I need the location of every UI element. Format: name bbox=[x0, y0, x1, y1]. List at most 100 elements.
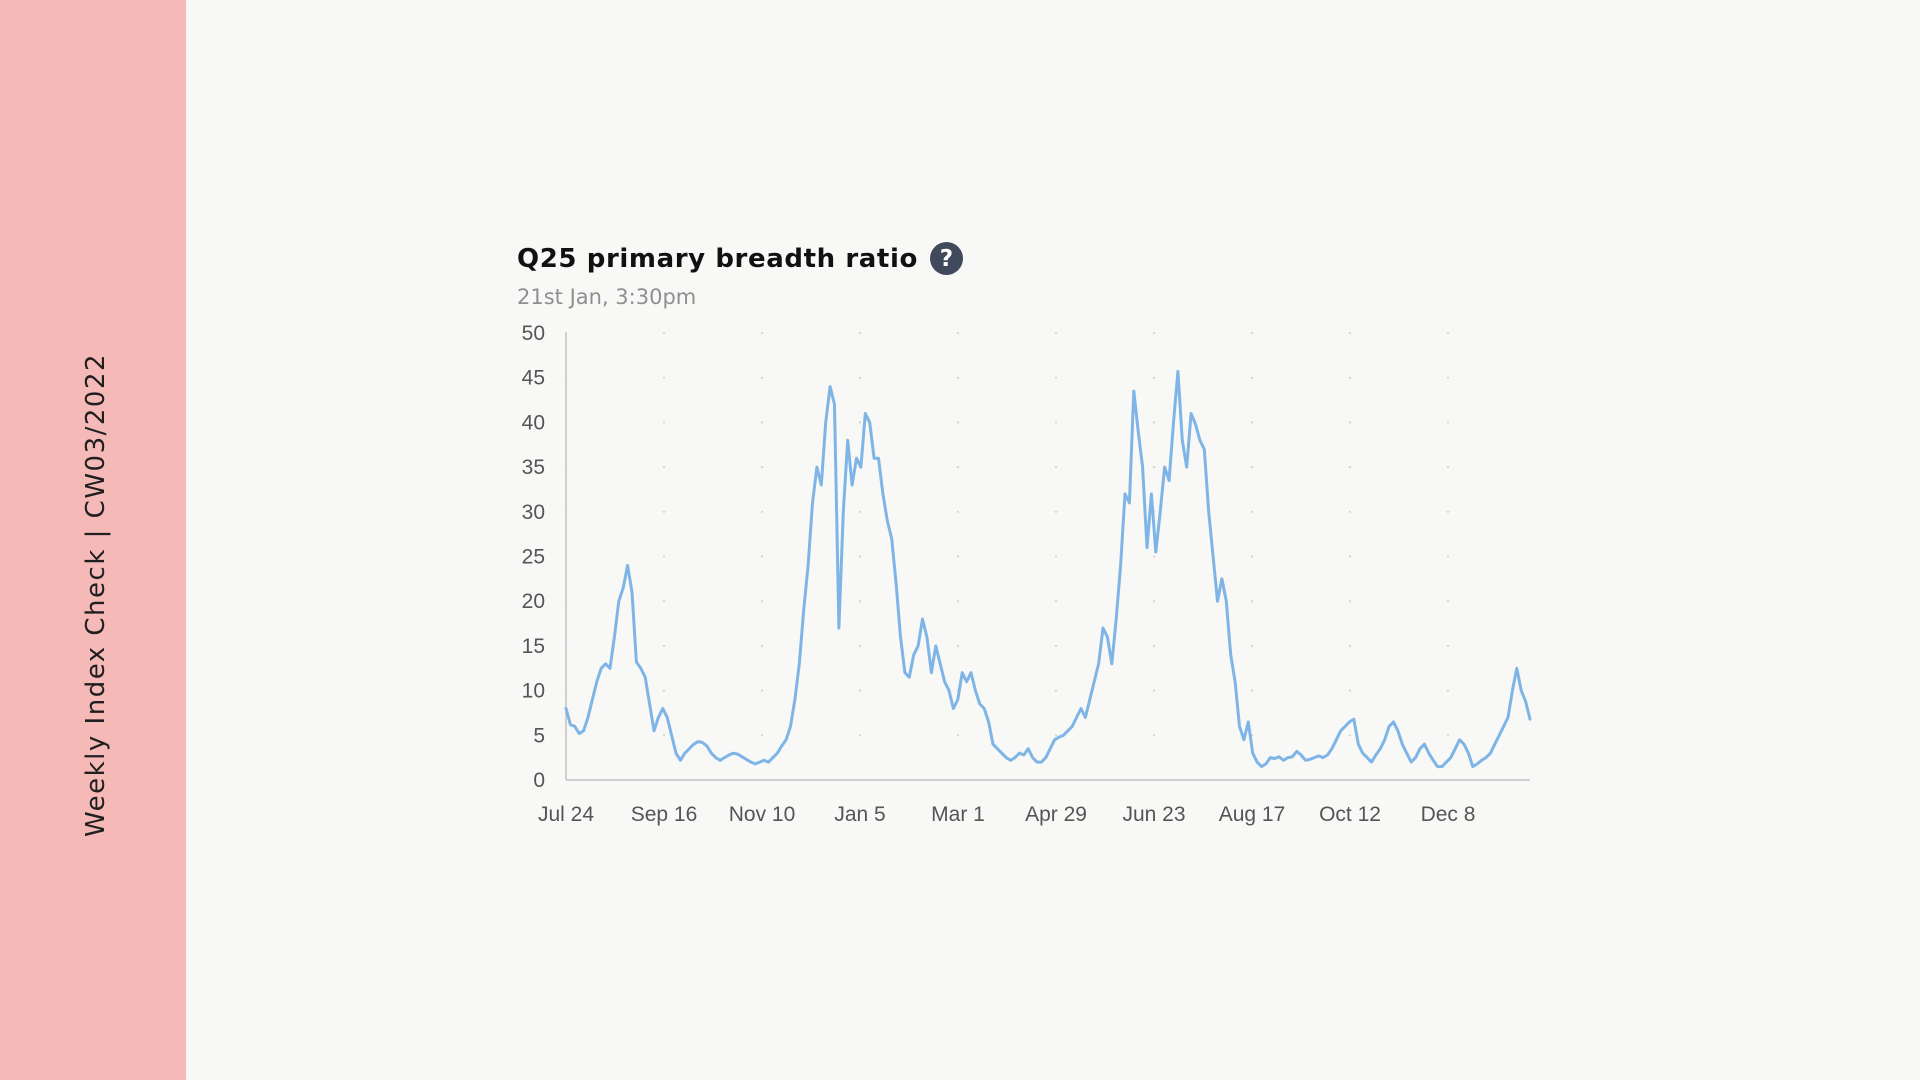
grid-dot bbox=[858, 510, 862, 513]
grid-dot bbox=[956, 466, 960, 469]
grid-dot bbox=[662, 510, 666, 513]
grid-dot bbox=[858, 376, 862, 379]
grid-dot bbox=[1054, 376, 1058, 379]
grid-dot bbox=[1446, 689, 1450, 692]
grid-dot bbox=[662, 466, 666, 469]
grid-dot bbox=[956, 555, 960, 558]
grid-dot bbox=[956, 421, 960, 424]
grid-dot bbox=[956, 376, 960, 379]
x-tick-label: Apr 29 bbox=[1025, 803, 1087, 826]
grid-dot bbox=[1054, 644, 1058, 648]
grid-dot bbox=[760, 689, 764, 692]
grid-dot bbox=[1054, 331, 1058, 335]
question-circle-icon[interactable]: ? bbox=[929, 242, 963, 275]
grid-dot bbox=[1348, 600, 1352, 603]
grid-dot bbox=[1348, 555, 1352, 558]
x-tick-label: Aug 17 bbox=[1219, 803, 1286, 826]
grid-dot bbox=[1054, 466, 1058, 469]
y-tick-label: 10 bbox=[522, 680, 545, 703]
grid-dot bbox=[1152, 555, 1156, 558]
grid-dot bbox=[956, 600, 960, 603]
y-tick-label: 50 bbox=[522, 322, 545, 345]
grid-dot bbox=[1348, 689, 1352, 692]
y-tick-label: 30 bbox=[522, 501, 545, 524]
grid-dot bbox=[1348, 421, 1352, 424]
grid-dot bbox=[1054, 600, 1058, 603]
grid-dot bbox=[858, 331, 862, 335]
grid-dot bbox=[1054, 555, 1058, 558]
grid-dot bbox=[662, 421, 666, 424]
grid-dot bbox=[1446, 376, 1450, 379]
x-tick-label: Sep 16 bbox=[631, 803, 698, 826]
grid-dot bbox=[662, 734, 666, 737]
y-tick-label: 0 bbox=[533, 769, 545, 792]
grid-dot bbox=[1446, 510, 1450, 513]
grid-dot bbox=[956, 331, 960, 335]
y-tick-label: 25 bbox=[522, 546, 545, 569]
grid-dot bbox=[760, 510, 764, 513]
grid-dot bbox=[1054, 734, 1058, 737]
x-tick-label: Nov 10 bbox=[729, 803, 796, 826]
grid-dot bbox=[1152, 376, 1156, 379]
sidebar: Weekly Index Check | CW03/2022 bbox=[0, 0, 186, 1080]
grid-dot bbox=[1348, 376, 1352, 379]
grid-dot bbox=[1152, 689, 1156, 692]
grid-dot bbox=[1054, 510, 1058, 513]
grid-dot bbox=[1250, 466, 1254, 469]
grid-dot bbox=[760, 555, 764, 558]
grid-dot bbox=[1348, 644, 1352, 648]
grid-dot bbox=[662, 689, 666, 692]
y-tick-label: 35 bbox=[522, 456, 545, 479]
y-tick-label: 40 bbox=[522, 411, 545, 434]
x-tick-label: Dec 8 bbox=[1421, 803, 1476, 826]
grid-dot bbox=[1446, 644, 1450, 648]
grid-dot bbox=[956, 510, 960, 513]
grid-dot bbox=[1250, 689, 1254, 692]
grid-dot bbox=[1348, 510, 1352, 513]
x-tick-label: Jan 5 bbox=[834, 803, 885, 826]
grid-dot bbox=[1152, 600, 1156, 603]
grid-dot bbox=[1152, 644, 1156, 648]
grid-dot bbox=[662, 600, 666, 603]
y-tick-label: 20 bbox=[522, 590, 545, 613]
grid-dot bbox=[1152, 421, 1156, 424]
grid-dot bbox=[858, 600, 862, 603]
x-tick-label: Jul 24 bbox=[538, 803, 594, 826]
grid-dot bbox=[956, 734, 960, 737]
grid-dot bbox=[1348, 734, 1352, 737]
y-tick-label: 45 bbox=[522, 367, 545, 390]
grid-dot bbox=[1250, 376, 1254, 379]
series-line bbox=[564, 369, 1532, 769]
grid-dot bbox=[760, 466, 764, 469]
grid-dot bbox=[662, 555, 666, 558]
x-tick-label: Oct 12 bbox=[1319, 803, 1381, 826]
grid-dot bbox=[858, 689, 862, 692]
grid-dot bbox=[1446, 555, 1450, 558]
chart-title-row: Q25 primary breadth ratio ? bbox=[517, 242, 963, 275]
grid-dot bbox=[956, 644, 960, 648]
grid-dot bbox=[760, 600, 764, 603]
grid-dot bbox=[760, 331, 764, 335]
chart-subtitle: 21st Jan, 3:30pm bbox=[517, 285, 697, 309]
grid-dot bbox=[662, 644, 666, 648]
grid-dot bbox=[858, 644, 862, 648]
y-tick-label: 5 bbox=[533, 724, 545, 747]
grid-dot bbox=[1054, 689, 1058, 692]
grid-dot bbox=[1446, 734, 1450, 737]
x-tick-label: Jun 23 bbox=[1122, 803, 1185, 826]
grid-dot bbox=[1250, 644, 1254, 648]
grid-dot bbox=[1250, 555, 1254, 558]
grid-dot bbox=[760, 376, 764, 379]
x-tick-label: Mar 1 bbox=[931, 803, 985, 826]
grid-dot bbox=[1152, 734, 1156, 737]
grid-dot bbox=[1054, 421, 1058, 424]
grid-dot bbox=[1250, 600, 1254, 603]
grid-dot bbox=[662, 376, 666, 379]
grid-dot bbox=[1348, 466, 1352, 469]
chart-header: Q25 primary breadth ratio ? 21st Jan, 3:… bbox=[517, 242, 963, 309]
grid-dot bbox=[662, 331, 666, 335]
grid-dot bbox=[1250, 331, 1254, 335]
chart-title: Q25 primary breadth ratio bbox=[517, 243, 918, 274]
grid-dot bbox=[1446, 600, 1450, 603]
